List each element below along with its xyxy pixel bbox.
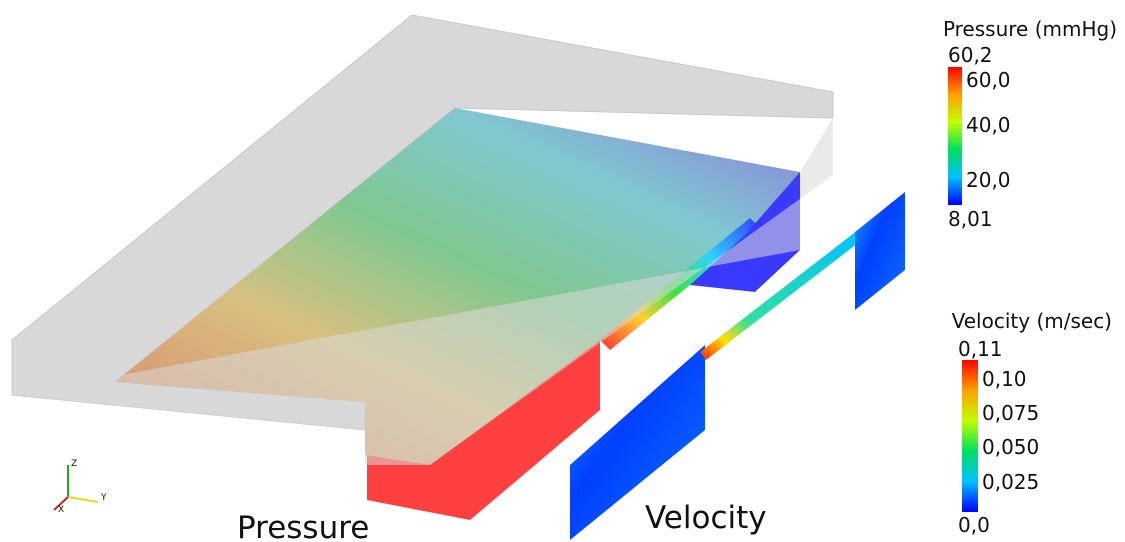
axis-label: Z [71,459,77,469]
legend-min: 8,01 [948,207,993,231]
legend-tick: 20,0 [966,168,1011,192]
legend-tick: 0,050 [982,435,1039,459]
legend-max: 0,11 [958,337,1003,361]
legend-tick: 0,10 [982,367,1027,391]
velocity-label: Velocity [645,500,767,536]
velocity-slice-right [855,192,905,310]
geometry [12,15,905,540]
colorbar [948,67,962,205]
axes-triad: Z Y X [54,459,107,515]
legend-max: 60,2 [948,43,993,67]
legend-tick: 0,025 [982,470,1039,494]
legend-tick: 0,075 [982,401,1039,425]
legend-min: 0,0 [958,513,990,537]
axis-label: Y [100,493,107,503]
velocity-legend: Velocity (m/sec) 0,11 0,10 0,075 0,050 0… [952,309,1112,537]
pressure-label: Pressure [237,510,369,542]
legend-title: Velocity (m/sec) [952,309,1112,333]
legend-tick: 40,0 [966,113,1011,137]
legend-title: Pressure (mmHg) [943,17,1117,41]
pressure-legend: Pressure (mmHg) 60,2 60,0 40,0 20,0 8,01 [943,17,1117,231]
legend-tick: 60,0 [966,68,1011,92]
axis-label: X [58,505,64,515]
colorbar [962,360,978,512]
scene: Z Y X Pressure Velocity Pressure (mmHg) … [0,0,1125,542]
y-axis [68,497,98,502]
